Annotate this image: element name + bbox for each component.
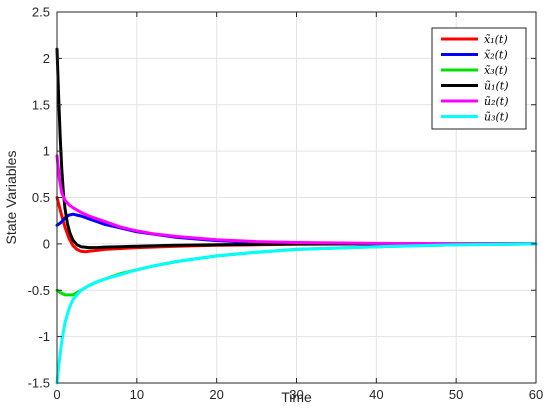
y-tick-label: 1.5	[32, 97, 50, 112]
series-line-5	[55, 154, 538, 246]
legend-label: ũ₃(t)	[484, 111, 509, 124]
x-axis-title: Time	[281, 389, 312, 405]
x-tick-label: 20	[209, 387, 223, 402]
axis-ticks: 0 10 20 30 40 50 60 -1.5 -1 -0.5 0 0.5 1 1.5 2 2.5	[28, 5, 544, 403]
legend-label: ũ₂(t)	[484, 95, 509, 108]
x-tick-label: 50	[449, 387, 463, 402]
x-tick-label: 40	[369, 387, 383, 402]
legend-label: ũ₁(t)	[484, 80, 509, 93]
series-line-6	[55, 242, 538, 385]
x-tick-label: 30	[289, 387, 303, 402]
y-tick-label: 1	[43, 144, 50, 159]
y-tick-label: -1	[38, 329, 50, 344]
y-tick-label: 0	[43, 236, 50, 251]
y-tick-label: 0.5	[32, 190, 50, 205]
x-tick-label: 10	[130, 387, 144, 402]
series-layer	[55, 47, 538, 385]
x-tick-label: 60	[529, 387, 543, 402]
y-axis-title: State Variables	[3, 151, 19, 245]
legend-label: x̃₃(t)	[484, 64, 508, 77]
y-tick-label: 2.5	[32, 5, 50, 20]
x-tick-label: 0	[53, 387, 60, 402]
series-line-4	[55, 47, 538, 250]
legend-label: x̃₂(t)	[484, 49, 508, 62]
legend-box	[431, 27, 527, 130]
y-tick-label: 2	[43, 51, 50, 66]
legend: x̃₁(t) x̃₂(t) x̃₃(t) ũ₁(t) ũ₂(t) ũ₃(t)	[431, 27, 527, 130]
y-tick-label: -1.5	[28, 376, 50, 391]
y-tick-label: -0.5	[28, 283, 50, 298]
legend-label: x̃₁(t)	[484, 33, 508, 46]
